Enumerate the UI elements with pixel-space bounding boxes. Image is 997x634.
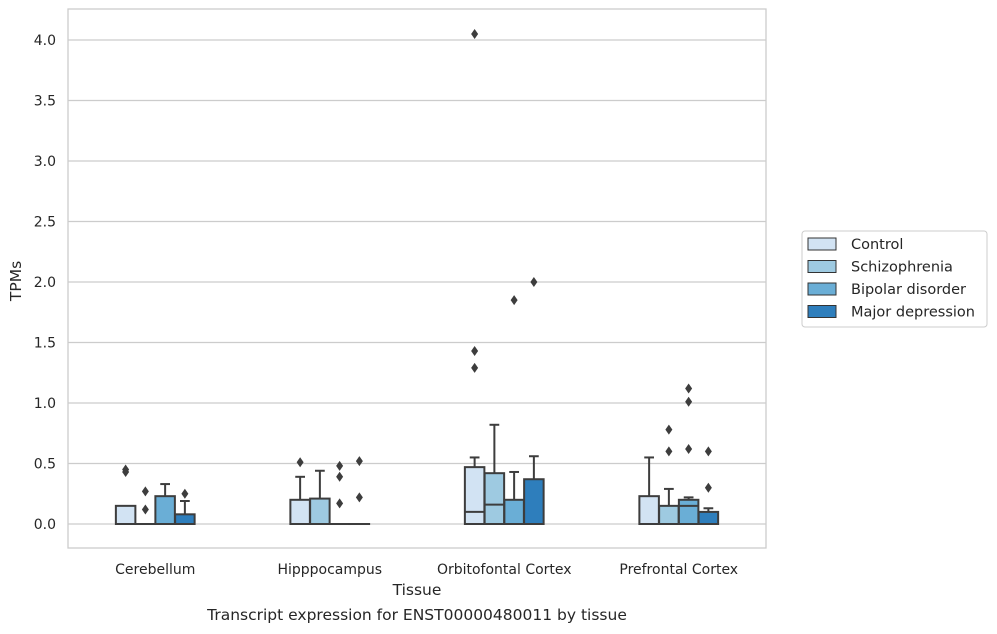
outlier-point <box>355 456 363 467</box>
box <box>463 466 486 526</box>
gridlines <box>68 39 766 525</box>
box-group <box>523 277 545 526</box>
y-tick-label: 0.0 <box>34 517 56 533</box>
box-group <box>174 488 196 526</box>
outlier-point <box>685 443 693 454</box>
box-group <box>348 456 371 526</box>
box-group <box>328 460 351 526</box>
outlier-point <box>471 345 479 356</box>
y-tick-label: 1.5 <box>34 336 56 352</box>
y-tick-label: 0.5 <box>34 457 56 473</box>
outlier-point <box>510 295 518 306</box>
box <box>154 495 176 526</box>
legend: Control Schizophrenia Bipolar disorder Majo… <box>801 230 988 328</box>
box <box>309 497 331 525</box>
box <box>503 498 525 525</box>
y-tick-label: 2.5 <box>34 215 56 231</box>
outlier-point <box>336 498 344 509</box>
box-group <box>154 483 176 526</box>
box-group <box>638 456 660 526</box>
outlier-point <box>336 460 344 471</box>
x-axis-ticks: Cerebellum Hipppocampus Orbitofontal Corte… <box>115 562 738 578</box>
x-tick-label: Prefrontal Cortex <box>619 562 738 578</box>
box <box>697 510 720 525</box>
y-axis-label: TPMs <box>7 261 25 302</box>
legend-swatch <box>807 305 837 318</box>
x-tick-label: Orbitofontal Cortex <box>437 562 572 578</box>
box <box>174 513 196 526</box>
outlier-point <box>665 424 673 435</box>
outlier-point <box>336 471 344 482</box>
box <box>523 478 545 526</box>
box-group <box>289 457 311 525</box>
x-tick-label: Hipppocampus <box>277 562 382 578</box>
legend-label: Bipolar disorder <box>851 282 966 298</box>
box-group <box>309 469 331 525</box>
x-axis-label: Tissue <box>392 581 442 599</box>
outlier-point <box>685 383 693 394</box>
plot-area <box>114 28 720 526</box>
legend-label: Control <box>851 237 903 253</box>
y-tick-label: 2.0 <box>34 275 56 291</box>
box-group <box>134 486 157 526</box>
y-tick-label: 4.0 <box>34 33 56 49</box>
y-tick-label: 3.0 <box>34 154 56 170</box>
legend-label: Schizophrenia <box>851 260 953 276</box>
box <box>114 504 137 526</box>
y-axis-ticks: 0.0 0.5 1.0 1.5 2.0 2.5 3.0 3.5 4.0 <box>34 33 56 533</box>
box <box>658 504 680 526</box>
box-group <box>483 423 506 525</box>
box-group <box>658 424 680 526</box>
y-tick-label: 3.5 <box>34 94 56 110</box>
outlier-point <box>704 446 712 457</box>
legend-frame <box>801 230 988 328</box>
outlier-point <box>665 446 673 457</box>
outlier-point <box>471 362 479 373</box>
outlier-point <box>296 457 304 468</box>
x-tick-label: Cerebellum <box>115 562 195 578</box>
outlier-point <box>122 464 130 475</box>
chart-caption: Transcript expression for ENST0000048001… <box>207 606 627 624</box>
box-group <box>503 295 525 525</box>
box <box>483 472 506 525</box>
outlier-point <box>141 486 149 497</box>
box <box>638 495 660 526</box>
outlier-point <box>704 482 712 493</box>
legend-swatch <box>807 260 837 273</box>
box-group <box>697 446 720 525</box>
box <box>289 498 311 525</box>
box-group <box>463 28 486 526</box>
legend-swatch <box>807 237 837 251</box>
y-tick-label: 1.0 <box>34 396 56 412</box>
box <box>677 498 700 525</box>
outlier-point <box>355 492 363 503</box>
box-group <box>114 464 137 526</box>
outlier-point <box>141 504 149 515</box>
box-group <box>677 383 700 525</box>
outlier-point <box>530 277 538 287</box>
legend-swatch <box>807 282 837 296</box>
plot-frame <box>67 8 767 549</box>
legend-label: Major depression <box>851 305 975 321</box>
outlier-point <box>685 396 693 407</box>
outlier-point <box>471 28 479 39</box>
outlier-point <box>181 488 189 499</box>
